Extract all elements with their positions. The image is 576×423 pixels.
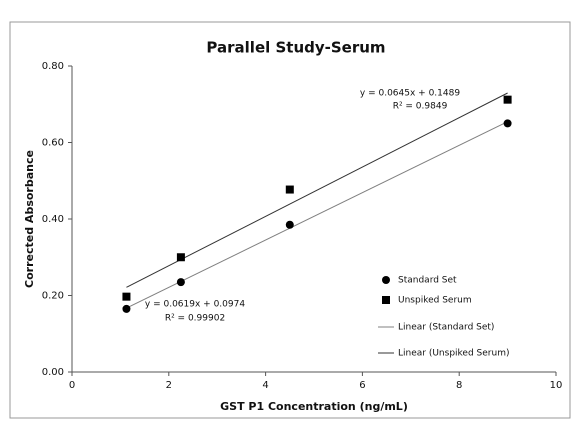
x-tick-label: 4 [262,380,268,391]
x-tick-label: 0 [69,380,75,391]
legend-label: Linear (Unspiked Serum) [398,349,509,359]
chart-title: Parallel Study-Serum [206,39,385,57]
y-axis-title: Corrected Absorbance [23,150,36,288]
y-tick-label: 0.80 [42,61,64,72]
legend-marker [382,276,390,284]
x-tick-label: 8 [456,380,462,391]
x-tick-label: 6 [359,380,365,391]
data-point [503,95,512,104]
y-tick-label: 0.60 [42,138,64,149]
trend-line [126,92,508,288]
legend-label: Unspiked Serum [398,296,472,306]
data-point [285,220,294,229]
y-tick-label: 0.00 [42,367,64,378]
data-point [176,278,185,287]
y-tick-label: 0.20 [42,291,64,302]
data-point [176,253,185,262]
data-point [503,119,512,128]
trend-equation: y = 0.0619x + 0.0974 [145,300,245,310]
trend-r2: R² = 0.9849 [393,102,448,112]
x-axis-title: GST P1 Concentration (ng/mL) [220,400,408,413]
trend-equation: y = 0.0645x + 0.1489 [360,89,460,99]
x-tick-label: 10 [550,380,563,391]
legend-marker [382,296,390,304]
data-point [122,292,131,301]
legend-label: Linear (Standard Set) [398,323,494,333]
data-point [122,304,131,313]
legend-label: Standard Set [398,276,457,286]
y-tick-label: 0.40 [42,214,64,225]
data-point [285,185,294,194]
trend-r2: R² = 0.99902 [165,314,225,324]
chart-border [9,21,571,419]
x-tick-label: 2 [166,380,172,391]
trend-line [126,121,508,309]
